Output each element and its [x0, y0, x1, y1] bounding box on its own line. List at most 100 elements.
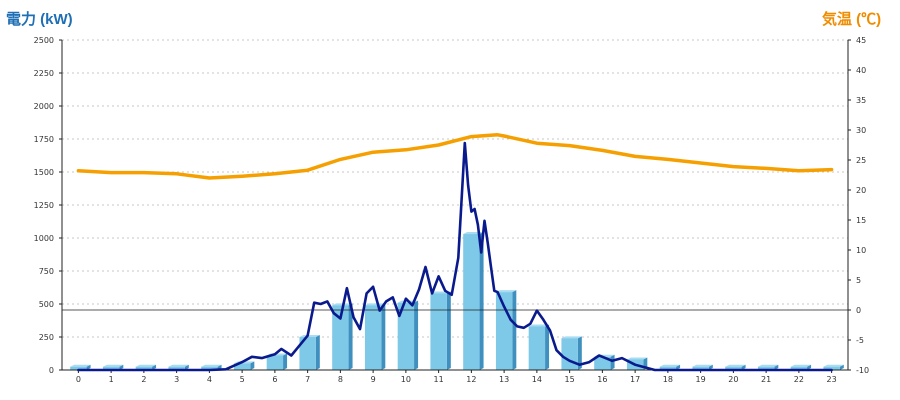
- bar: [757, 366, 775, 370]
- bar-side: [152, 364, 157, 370]
- bar: [397, 302, 415, 370]
- x-tick-label: 16: [597, 375, 607, 384]
- bar-side: [315, 335, 320, 370]
- bar-side: [741, 364, 746, 370]
- bar: [332, 305, 349, 370]
- x-tick-label: 23: [827, 375, 837, 384]
- bar: [528, 326, 546, 370]
- bar-top: [299, 335, 320, 337]
- bar-side: [283, 353, 288, 370]
- bar-top: [823, 364, 844, 367]
- bar: [430, 293, 447, 370]
- bar-side: [512, 290, 517, 370]
- y-right-tick-label: -5: [856, 336, 864, 345]
- bar-top: [528, 324, 550, 327]
- bar-top: [790, 364, 812, 367]
- bar-side: [545, 324, 550, 370]
- bar: [659, 366, 677, 370]
- x-tick-label: 13: [499, 375, 509, 384]
- y-left-tick-label: 2250: [34, 69, 54, 78]
- bar: [70, 366, 87, 370]
- bar-top: [725, 364, 746, 367]
- bar: [168, 366, 185, 370]
- y-left-tick-label: 2500: [34, 36, 54, 45]
- temperature-line: [76, 133, 834, 180]
- power-line: [77, 141, 833, 372]
- bar: [463, 234, 480, 370]
- bar-top: [168, 364, 189, 367]
- bar-side: [348, 303, 353, 370]
- x-tick-label: 2: [141, 375, 146, 384]
- bar-side: [676, 364, 681, 370]
- x-tick-label: 1: [109, 375, 114, 384]
- y-right-tick-label: 10: [856, 246, 866, 255]
- y-left-tick-label: 1750: [34, 135, 54, 144]
- bar: [790, 366, 808, 370]
- bar-side: [610, 354, 615, 370]
- bar: [495, 292, 513, 370]
- bar-side: [479, 232, 484, 370]
- bar-side: [577, 336, 582, 370]
- bar-side: [807, 364, 812, 370]
- bar-side: [839, 364, 844, 370]
- x-tick-label: 6: [272, 375, 277, 384]
- bar: [692, 366, 709, 370]
- y-left-tick-label: 1000: [34, 234, 54, 243]
- y-right-tick-label: 0: [856, 306, 861, 315]
- x-tick-label: 11: [434, 375, 444, 384]
- bar: [299, 337, 316, 370]
- bar-top: [135, 364, 157, 367]
- bar: [561, 338, 578, 370]
- bar-top: [364, 303, 386, 306]
- x-tick-label: 4: [207, 375, 212, 384]
- y-right-tick-label: 40: [856, 66, 866, 75]
- bar: [594, 356, 611, 370]
- grid: [62, 39, 848, 338]
- bar-side: [381, 303, 386, 370]
- bar-top: [561, 336, 582, 339]
- x-tick-label: 17: [630, 375, 640, 384]
- y-right-tick-label: 45: [856, 36, 866, 45]
- x-tick-label: 18: [663, 375, 673, 384]
- y-right-tick-label: 20: [856, 186, 866, 195]
- bar-side: [446, 291, 451, 370]
- y-left-tick-label: 750: [39, 267, 54, 276]
- y-axis-left-label: 電力 (kW): [6, 10, 73, 28]
- x-tick-label: 7: [305, 375, 310, 384]
- x-tick-label: 0: [76, 375, 81, 384]
- x-tick-label: 21: [761, 375, 771, 384]
- x-tick-label: 10: [401, 375, 411, 384]
- bar-side: [119, 364, 124, 370]
- x-tick-label: 9: [371, 375, 376, 384]
- bar: [725, 366, 742, 370]
- bar: [201, 366, 218, 370]
- y-left-tick-label: 1250: [34, 201, 54, 210]
- bar-top: [495, 290, 517, 293]
- y-right-tick-label: 25: [856, 156, 866, 165]
- y-right-tick-label: 35: [856, 96, 866, 105]
- y-left-tick-label: 1500: [34, 168, 54, 177]
- axes: [59, 39, 851, 373]
- x-tick-label: 5: [240, 375, 245, 384]
- series-lines: [76, 133, 834, 372]
- y-left-tick-label: 250: [39, 333, 54, 342]
- bar: [364, 305, 382, 370]
- tick-labels: 02505007501000125015001750200022502500-1…: [34, 36, 869, 384]
- bar-side: [86, 364, 91, 370]
- power-bars: [70, 232, 844, 370]
- bar: [135, 366, 153, 370]
- y-axis-right-label: 気温 (℃): [822, 10, 881, 28]
- bar-side: [250, 361, 255, 370]
- bar-top: [70, 364, 91, 367]
- y-left-tick-label: 0: [49, 366, 54, 375]
- y-right-tick-label: 5: [856, 276, 861, 285]
- x-tick-label: 15: [565, 375, 575, 384]
- x-tick-label: 22: [794, 375, 804, 384]
- bar-top: [102, 364, 124, 367]
- y-left-tick-label: 2000: [34, 102, 54, 111]
- x-tick-label: 14: [532, 375, 542, 384]
- bar-top: [659, 364, 681, 367]
- x-tick-label: 3: [174, 375, 179, 384]
